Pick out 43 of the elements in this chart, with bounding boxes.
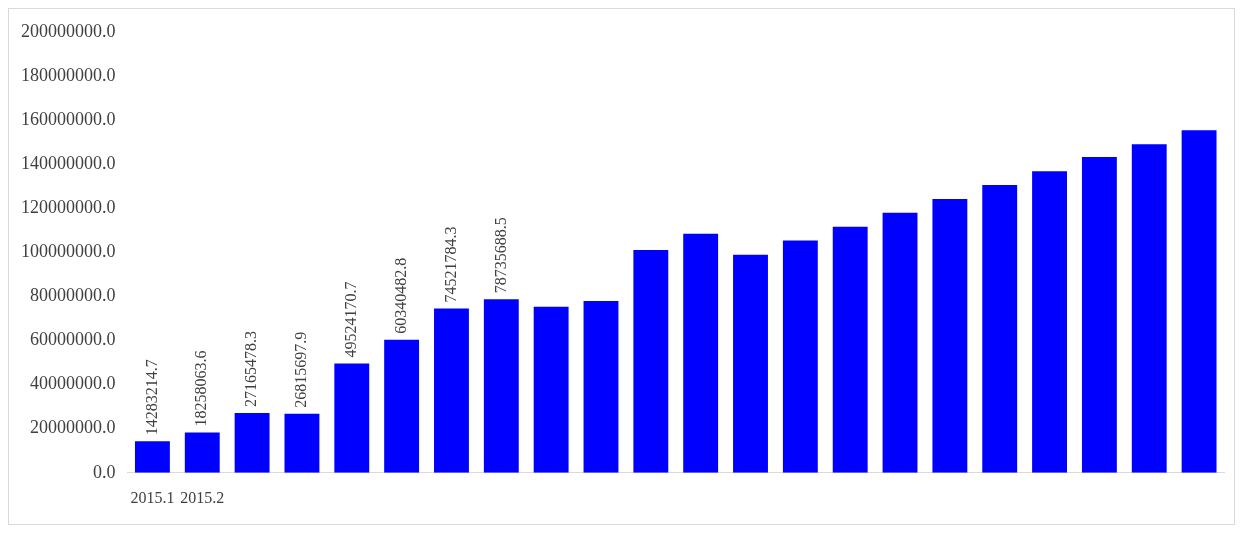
bar	[683, 233, 719, 473]
y-tick-label: 120000000.0	[21, 196, 116, 217]
bar	[284, 413, 320, 473]
bar	[982, 185, 1018, 473]
y-tick-label: 200000000.0	[21, 20, 116, 41]
bar	[1131, 144, 1167, 473]
data-label: 14283214.7	[142, 359, 160, 436]
data-label: 27165478.3	[242, 330, 260, 407]
y-tick-label: 140000000.0	[21, 152, 116, 173]
bar	[234, 412, 270, 473]
data-label: 74521784.3	[441, 226, 459, 303]
bar	[1181, 130, 1217, 473]
bar	[184, 432, 220, 473]
bar	[782, 240, 818, 473]
bar	[832, 226, 868, 473]
bar	[583, 301, 619, 473]
bar	[134, 441, 170, 473]
y-tick-label: 60000000.0	[30, 329, 116, 350]
bar	[1032, 171, 1067, 473]
y-tick-label: 80000000.0	[30, 285, 116, 306]
x-tick-label: 2015.2	[180, 488, 225, 506]
y-tick-label: 40000000.0	[30, 373, 116, 394]
bar	[1081, 157, 1117, 473]
data-label: 18258063.6	[192, 350, 210, 427]
y-tick-label: 0.0	[93, 461, 116, 482]
data-label: 78735688.5	[491, 217, 509, 294]
data-label: 49524170.7	[341, 281, 359, 358]
y-tick-label: 20000000.0	[30, 417, 116, 438]
bar	[483, 299, 519, 473]
bar	[733, 254, 768, 473]
bar	[334, 363, 370, 473]
bar	[533, 306, 569, 473]
y-tick-label: 100000000.0	[21, 241, 116, 262]
bar	[932, 198, 968, 473]
y-tick-label: 160000000.0	[21, 108, 116, 129]
x-tick-label: 2015.1	[130, 488, 175, 506]
bar	[882, 212, 918, 473]
bar	[434, 308, 469, 473]
data-label: 26815697.9	[292, 331, 310, 408]
y-tick-label: 180000000.0	[21, 64, 116, 85]
bar	[633, 250, 669, 473]
data-label: 60340482.8	[391, 257, 409, 334]
bar	[384, 339, 420, 473]
